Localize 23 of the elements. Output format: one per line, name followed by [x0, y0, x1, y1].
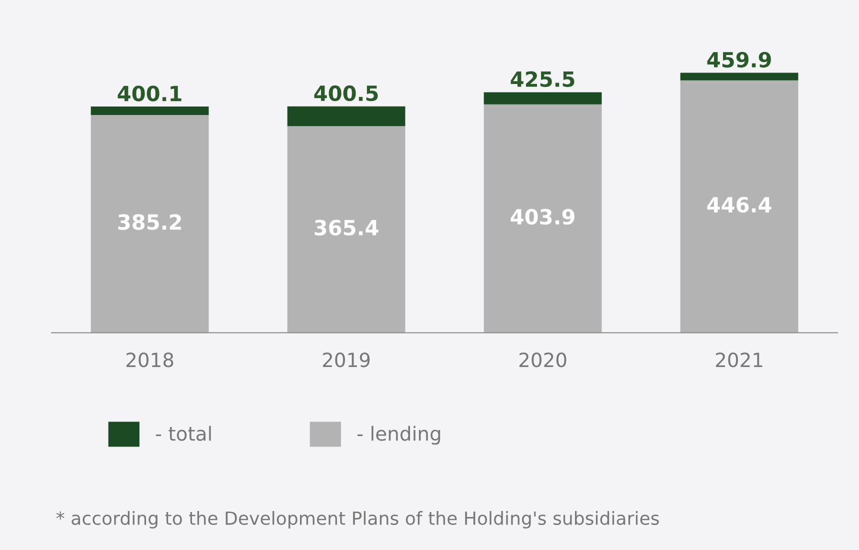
x-tick-label: 2020	[519, 352, 566, 368]
bar	[484, 104, 602, 333]
data-label: 446.4	[707, 196, 772, 213]
legend-label: - lending	[358, 426, 440, 445]
bar	[287, 106, 406, 126]
x-tick-label: 2021	[716, 352, 762, 368]
bar	[90, 106, 209, 115]
bar	[484, 92, 602, 104]
data-label: 365.4	[314, 220, 378, 236]
data-label: 403.9	[510, 208, 574, 225]
total-label: 400.5	[314, 85, 378, 102]
legend-label: - total	[156, 426, 211, 441]
text: * according to the Development Plans of the Holding's subsidiaries	[56, 511, 659, 528]
x-tick-label: 2018	[126, 352, 174, 368]
bar	[680, 72, 798, 80]
x-tick-label: 2019	[322, 352, 370, 368]
total-label: 425.5	[510, 71, 574, 88]
data-label: 385.2	[118, 214, 181, 230]
total-label: 400.1	[118, 86, 182, 102]
bar	[287, 126, 406, 333]
total-label: 459.9	[707, 52, 771, 68]
bar	[680, 80, 798, 333]
bar	[90, 114, 209, 333]
